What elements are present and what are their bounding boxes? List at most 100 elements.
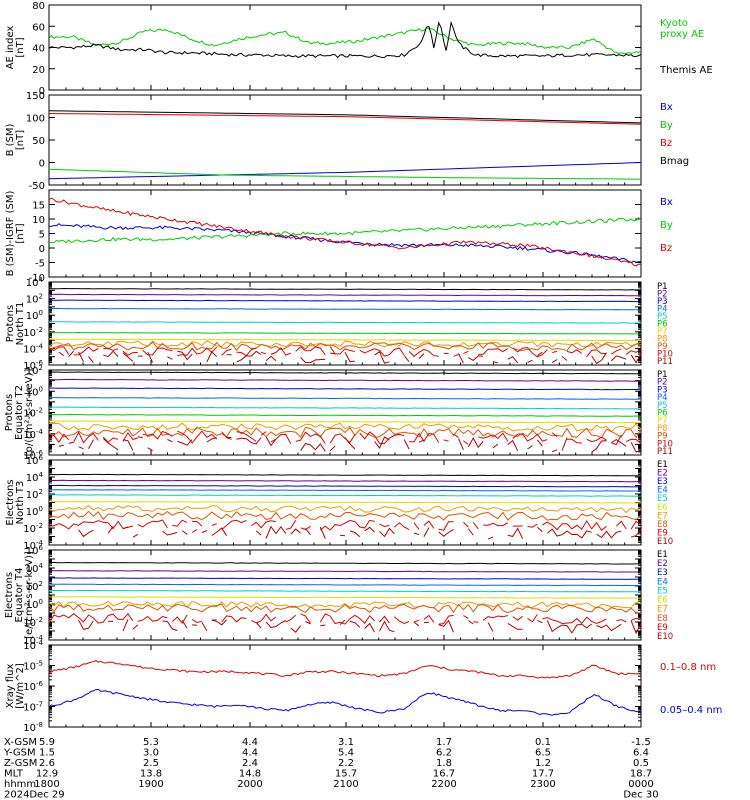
legend-label: Bmag: [660, 156, 689, 167]
y-tick-label: 10-4: [23, 539, 43, 552]
legend-label: P11: [657, 447, 673, 457]
axis-row-value: 2000: [237, 779, 262, 790]
series-line-by: [49, 216, 641, 244]
axis-row-value: 4.4: [242, 748, 258, 759]
channel-line-e8: [49, 510, 641, 521]
y-tick-label: 100: [26, 385, 43, 398]
legend-label: P5: [657, 401, 668, 411]
legend-label: P6: [657, 409, 668, 419]
legend-label: E3: [657, 568, 668, 578]
axis-row-value: 1900: [138, 779, 163, 790]
y-axis-label: North T1: [15, 302, 26, 346]
y-tick-label: 10-2: [23, 616, 43, 629]
channel-line-p9: [49, 426, 641, 439]
legend-label: E9: [657, 623, 668, 633]
axis-row-value: 14.8: [239, 769, 261, 780]
y-tick-label: 10-4: [23, 428, 43, 441]
axis-row-value: 15.7: [335, 769, 357, 780]
y-tick-label: -5: [35, 259, 45, 270]
legend-label: P3: [657, 385, 668, 395]
channel-line-e5: [49, 494, 641, 497]
y-tick-label: 5: [39, 230, 45, 241]
legend-label: proxy AE: [660, 29, 704, 40]
orbit-axis-table: X-GSM 5.9 5.3 4.4 3.1 1.7 0.1 -1.5 Y-GSM 1.5 3.0 4.…: [3, 737, 659, 800]
y-tick-label: -10: [29, 273, 45, 284]
axis-row-value: 4.4: [242, 737, 258, 748]
y-axis-label: B (SM): [5, 123, 16, 156]
axis-row-value: 18.7: [630, 769, 652, 780]
axis-row-label: MLT: [4, 769, 24, 780]
legend-label: 0.05–0.4 nm: [660, 705, 722, 716]
channel-line-e10: [78, 525, 641, 540]
y-tick-label: 10-4: [23, 342, 43, 355]
axis-row-value: 1.5: [39, 748, 55, 759]
channel-line-p11: [58, 436, 641, 453]
series-line-0-1-0-8-nm: [49, 659, 641, 679]
y-axis-label: Equator T4: [14, 568, 25, 623]
axis-row-value: 2.2: [338, 758, 354, 769]
y-axis-label: Electrons: [4, 572, 15, 618]
y-axis-label: [e/(cm²-s-sr-keV)]: [24, 551, 35, 639]
axis-row-value: 17.7: [532, 769, 554, 780]
y-tick-label: 0: [39, 159, 45, 170]
axis-row-value: 2300: [530, 779, 555, 790]
y-tick-label: 10-7: [23, 701, 43, 714]
series-group: [49, 473, 641, 540]
axis-row-value: 16.7: [433, 769, 455, 780]
axis-row-value: 6.4: [633, 748, 649, 759]
axis-row-value: 0.1: [535, 737, 551, 748]
axis-row-label: 2024: [4, 790, 29, 800]
y-tick-label: 50: [32, 136, 45, 147]
channel-line-e5: [49, 589, 641, 593]
channel-line-e6: [49, 500, 641, 504]
y-tick-label: 102: [26, 364, 43, 377]
channel-line-p6: [49, 331, 641, 335]
series-line-bx: [49, 223, 641, 264]
legend-label: P7: [657, 327, 668, 337]
legend-label: E8: [657, 614, 668, 624]
axis-row-value: 1800: [34, 779, 59, 790]
y-axis-label: [nT]: [15, 130, 26, 150]
axis-row-value: 2100: [333, 779, 358, 790]
channel-line-e6: [49, 596, 641, 599]
axis-row-value: 0000: [628, 779, 653, 790]
channel-line-p7: [49, 338, 641, 342]
channel-line-e8: [49, 603, 641, 614]
axis-row-value: 12.9: [36, 769, 58, 780]
y-tick-label: 100: [26, 598, 43, 611]
plot-frame: [48, 189, 642, 278]
series-group: [49, 287, 641, 365]
channel-line-p2: [49, 293, 641, 297]
legend-label: E10: [657, 537, 673, 547]
panel-bdiff: -10 -5 0 5 10 15 B (SM)-IGRF (SM) [nT] Bx By Bz: [5, 189, 673, 284]
legend-label: E1: [657, 550, 668, 560]
y-tick-label: 100: [26, 114, 45, 125]
series-line-bz: [49, 113, 641, 125]
y-tick-label: 100: [26, 309, 43, 322]
legend-label: P11: [657, 357, 673, 367]
plot-frame: [48, 94, 642, 186]
y-axis-label: Equator T2: [14, 385, 25, 440]
legend-label: Themis AE: [659, 65, 713, 76]
series-line-bz: [49, 197, 641, 267]
legend-label: E8: [657, 520, 668, 530]
legend-label: P8: [657, 335, 668, 345]
axis-row-value: 6.2: [436, 748, 452, 759]
legend-label: P6: [657, 320, 668, 330]
y-tick-label: 106: [26, 454, 44, 467]
channel-line-e2: [49, 479, 641, 483]
y-tick-label: 40: [32, 44, 45, 55]
axis-row-value: 5.9: [39, 737, 55, 748]
y-tick-label: 10-4: [23, 639, 43, 652]
legend-label: E7: [657, 605, 668, 615]
legend-label: E2: [657, 559, 668, 569]
y-tick-label: 10-6: [23, 449, 43, 462]
legend-label: P10: [657, 439, 673, 449]
panel-pn: 10-6 10-4 10-2 100 102 104 Protons North T1 P1P2…: [5, 276, 673, 372]
channel-line-p10: [49, 346, 641, 358]
axis-row-value: 2.5: [143, 758, 159, 769]
y-axis-label: [W/m^2]: [15, 663, 26, 709]
y-tick-label: 10-8: [23, 721, 43, 734]
legend-label: Bz: [660, 243, 672, 254]
